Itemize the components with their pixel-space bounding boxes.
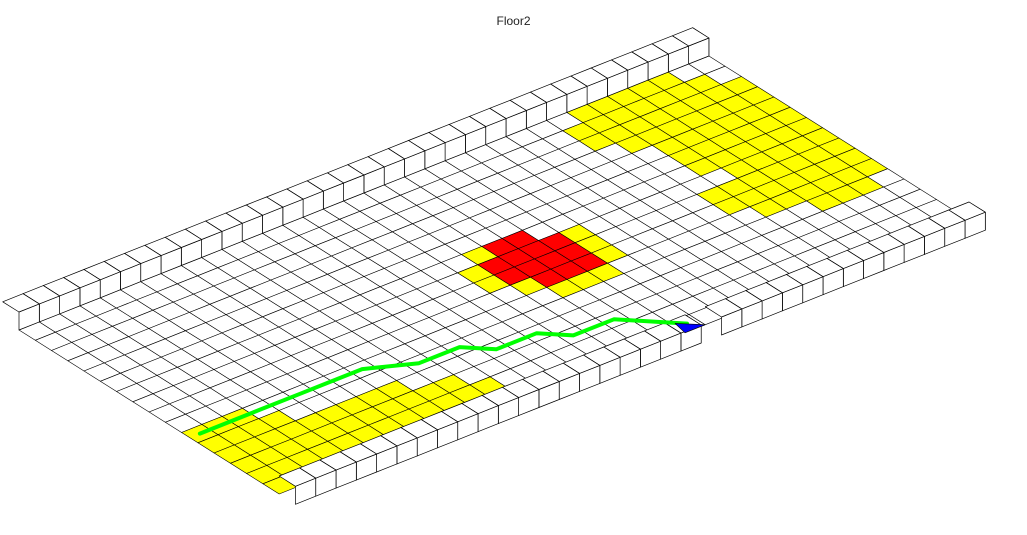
route-path (197, 317, 689, 436)
exit-marker (674, 323, 706, 334)
near-wall-cube-top (704, 298, 743, 318)
far-wall-cube-top (2, 293, 40, 313)
near-wall-cube-top (278, 467, 317, 487)
walls (2, 27, 986, 505)
figure-title: Floor2 (496, 14, 531, 28)
path-layer (197, 317, 689, 436)
floor-grid (18, 55, 970, 495)
marker-layer (674, 323, 706, 334)
